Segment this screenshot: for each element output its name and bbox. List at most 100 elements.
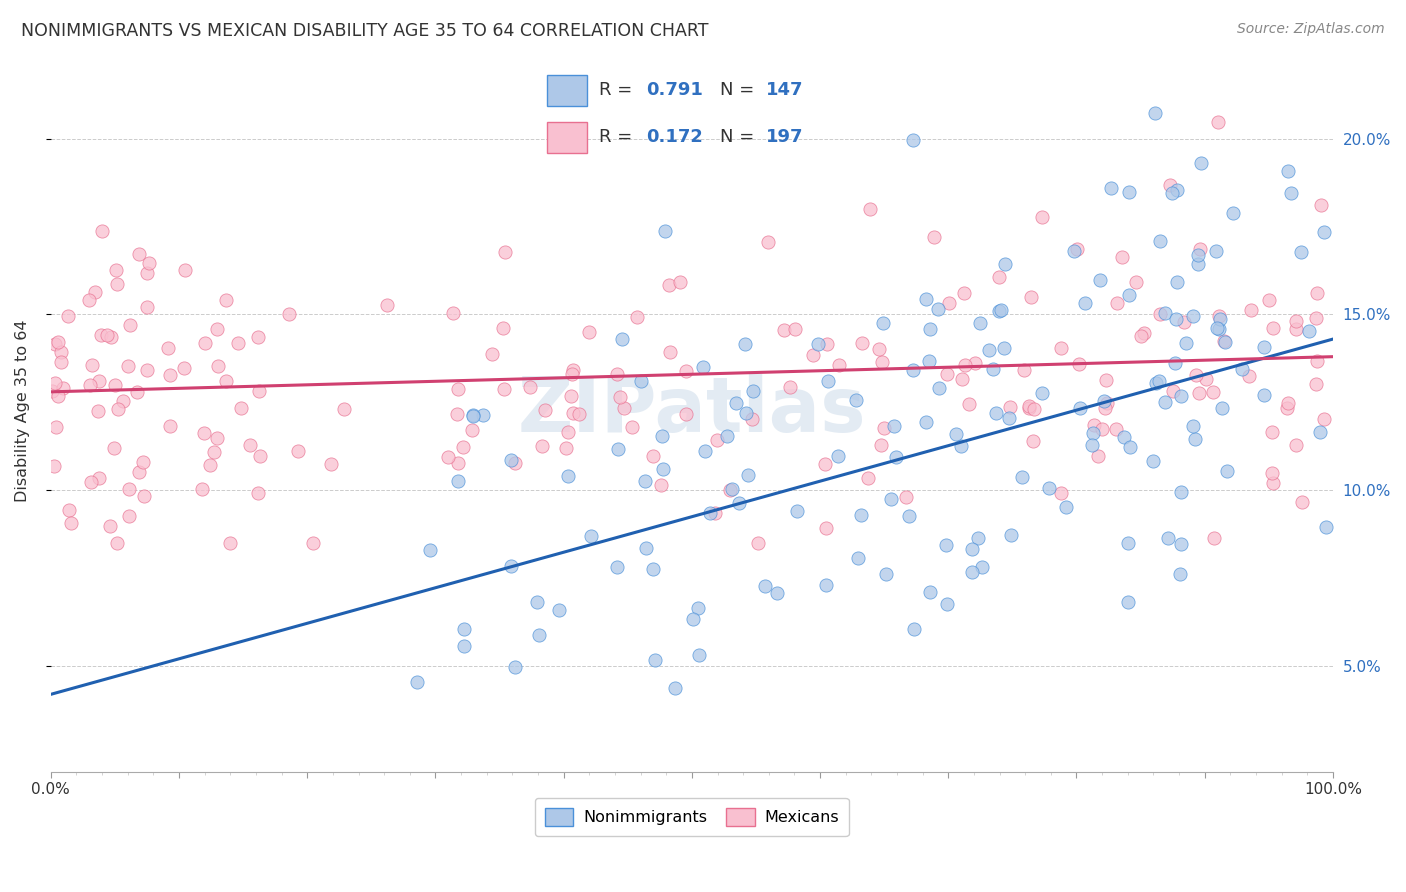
Point (977, 343, 1000, 357)
Point (1253, 340, 1275, 354)
Point (1205, 244, 1227, 258)
Point (198, 458, 221, 473)
Point (1215, 335, 1237, 350)
Point (117, 359, 139, 373)
Point (1230, 362, 1253, 376)
Point (1161, 384, 1184, 398)
Point (1206, 114, 1229, 128)
Point (1261, 320, 1284, 334)
Point (557, 425, 579, 439)
Point (868, 343, 890, 357)
Point (920, 321, 942, 335)
Point (519, 380, 541, 394)
Point (1289, 245, 1312, 260)
Point (1099, 180, 1122, 194)
Point (105, 536, 128, 550)
Point (1187, 248, 1209, 262)
Point (1116, 535, 1139, 549)
Point (77, 293, 100, 307)
Point (918, 354, 941, 368)
Point (1153, 394, 1175, 409)
Point (901, 133, 924, 147)
Point (693, 444, 716, 458)
Point (1253, 388, 1275, 402)
Point (132, 489, 155, 503)
Point (87, 404, 110, 418)
Point (174, 263, 197, 277)
Point (718, 483, 741, 498)
Point (1012, 363, 1035, 377)
Point (922, 230, 945, 244)
Point (419, 543, 441, 558)
Point (451, 440, 474, 454)
Point (1119, 440, 1142, 454)
Point (98, 519, 121, 533)
Point (1142, 454, 1164, 468)
Point (1187, 257, 1209, 271)
Point (1116, 595, 1139, 609)
Point (1159, 178, 1181, 193)
Point (229, 401, 252, 415)
Point (44, 336, 66, 351)
Point (1189, 156, 1212, 170)
Point (1313, 411, 1336, 425)
Point (706, 434, 728, 448)
Point (1074, 296, 1097, 310)
Point (703, 506, 725, 520)
Point (1000, 528, 1022, 542)
Point (851, 336, 873, 351)
Point (1285, 313, 1308, 327)
Point (657, 277, 679, 292)
Point (957, 397, 980, 411)
Text: NONIMMIGRANTS VS MEXICAN DISABILITY AGE 35 TO 64 CORRELATION CHART: NONIMMIGRANTS VS MEXICAN DISABILITY AGE … (21, 22, 709, 40)
Point (724, 396, 747, 410)
Point (903, 622, 925, 636)
Point (249, 449, 271, 463)
Point (609, 390, 631, 404)
Point (1305, 377, 1327, 392)
Point (1170, 485, 1192, 500)
Point (104, 263, 127, 277)
Point (1105, 422, 1128, 436)
Point (581, 528, 603, 542)
Point (641, 562, 664, 576)
Point (1105, 296, 1128, 310)
Point (1222, 206, 1244, 220)
Point (447, 456, 470, 470)
Point (1182, 418, 1205, 433)
Point (1201, 384, 1223, 399)
Point (1063, 244, 1085, 259)
Point (734, 337, 756, 351)
Point (606, 442, 628, 456)
Point (1066, 242, 1088, 256)
Point (682, 611, 704, 625)
Point (503, 456, 526, 470)
Point (827, 358, 849, 372)
Point (1081, 426, 1104, 441)
Point (117, 482, 139, 496)
Point (969, 316, 991, 330)
Point (1168, 567, 1191, 582)
Point (1125, 275, 1147, 289)
Point (1133, 326, 1156, 341)
Point (84, 285, 107, 299)
Point (1091, 422, 1114, 436)
Point (716, 428, 738, 442)
Point (138, 256, 160, 270)
Point (90, 328, 112, 343)
Text: R =: R = (599, 81, 638, 99)
Point (1216, 465, 1239, 479)
Point (1261, 425, 1284, 440)
Point (79, 475, 101, 490)
Point (994, 257, 1017, 271)
Point (193, 426, 215, 441)
Point (360, 779, 382, 793)
Point (721, 482, 744, 496)
Point (634, 541, 657, 555)
Point (136, 363, 159, 377)
Point (988, 304, 1011, 318)
Point (1129, 329, 1152, 343)
Point (531, 439, 554, 453)
Point (41, 384, 63, 399)
Point (499, 453, 522, 467)
